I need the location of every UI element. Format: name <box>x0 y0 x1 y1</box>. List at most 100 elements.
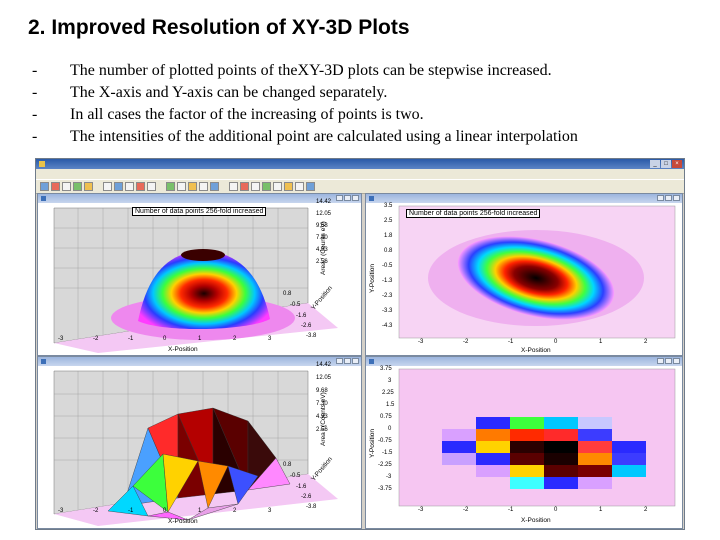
y-tick-label: 0.8 <box>283 291 292 297</box>
bullet-marker: - <box>32 128 38 145</box>
y-tick-label: -2.6 <box>301 323 312 329</box>
toolbar-button[interactable] <box>40 182 49 191</box>
x-tick-label: 1 <box>198 336 202 342</box>
toolbar-button[interactable] <box>188 182 197 191</box>
toolbar-button[interactable] <box>84 182 93 191</box>
y-tick-label: -0.5 <box>290 473 301 479</box>
toolbar-button[interactable] <box>306 182 315 191</box>
toolbar-button[interactable] <box>295 182 304 191</box>
pane-maximize-button[interactable] <box>665 358 672 364</box>
pane-maximize-button[interactable] <box>344 358 351 364</box>
close-button[interactable]: × <box>672 160 682 168</box>
y-tick-label: -0.5 <box>382 263 393 269</box>
pane-close-button[interactable] <box>352 195 359 201</box>
pane-window-controls <box>657 358 680 364</box>
y-tick-label: -3.8 <box>306 333 317 339</box>
pane-3d-surface-coarse[interactable]: 14.42 12.05 9.68 7.30 4.93 2.56 Area / (… <box>37 356 362 529</box>
y-tick-label: -3 <box>386 474 392 480</box>
x-tick-label: -1 <box>128 336 134 342</box>
x-tick-label: 3 <box>268 508 272 514</box>
window-controls: _ □ × <box>650 160 682 168</box>
x-tick-label: -3 <box>58 336 64 342</box>
pane-2d-map-smooth[interactable]: Number of data points 256-fold increased… <box>365 193 683 356</box>
toolbar-button[interactable] <box>177 182 186 191</box>
x-tick-label: 0 <box>163 508 167 514</box>
y-tick-label: 1.8 <box>384 233 393 239</box>
z-axis-label: Area / (Counts eV) <box>320 392 327 446</box>
surface-peak <box>138 250 270 330</box>
pixel-grid <box>442 417 646 489</box>
y-axis-label: Y-Position <box>369 428 376 458</box>
toolbar-button[interactable] <box>103 182 112 191</box>
y-tick-label: -1.3 <box>382 278 393 284</box>
toolbar-button[interactable] <box>199 182 208 191</box>
toolbar-button[interactable] <box>229 182 238 191</box>
toolbar-button[interactable] <box>166 182 175 191</box>
y-axis-label: Y-Position <box>369 263 376 293</box>
pane-titlebar <box>366 194 682 203</box>
bullet-list: - The number of plotted points of theXY-3… <box>28 60 708 148</box>
toolbar-button[interactable] <box>284 182 293 191</box>
app-titlebar: _ □ × <box>36 159 684 169</box>
toolbar-button[interactable] <box>114 182 123 191</box>
pane-close-button[interactable] <box>673 195 680 201</box>
x-tick-label: -3 <box>418 339 424 345</box>
z-tick-label: 14.42 <box>316 362 332 368</box>
y-tick-label: 2.25 <box>382 390 394 396</box>
toolbar-button[interactable] <box>125 182 134 191</box>
bullet-item: - The X-axis and Y-axis can be changed se… <box>28 82 708 104</box>
pane-minimize-button[interactable] <box>657 358 664 364</box>
z-axis-label: Area / (Counts eV) <box>320 221 327 275</box>
y-tick-label: -3.8 <box>306 504 317 510</box>
y-tick-label: -0.75 <box>378 438 392 444</box>
bullet-item: - In all cases the factor of the increasi… <box>28 104 708 126</box>
x-axis-label: X-Position <box>168 518 198 525</box>
z-tick-label: 9.68 <box>316 388 328 394</box>
toolbar-button[interactable] <box>240 182 249 191</box>
y-tick-label: -3.3 <box>382 308 393 314</box>
maximize-button[interactable]: □ <box>661 160 671 168</box>
contour-plot-svg <box>398 205 676 339</box>
pane-3d-surface-smooth[interactable]: Number of data points 256-fold increased… <box>37 193 362 356</box>
pane-minimize-button[interactable] <box>336 358 343 364</box>
y-tick-label: -1.6 <box>296 313 307 319</box>
pane-maximize-button[interactable] <box>665 195 672 201</box>
bullet-marker: - <box>32 62 38 79</box>
pane-window-controls <box>336 195 359 201</box>
bullet-item: - The number of plotted points of theXY-3… <box>28 60 708 82</box>
z-tick-label: 12.05 <box>316 375 332 381</box>
toolbar-button[interactable] <box>273 182 282 191</box>
surface-plot-coarse-svg <box>53 370 338 526</box>
pane-minimize-button[interactable] <box>336 195 343 201</box>
bullet-marker: - <box>32 84 38 101</box>
z-tick-label: 9.68 <box>316 223 328 229</box>
x-tick-label: 0 <box>554 507 558 513</box>
y-tick-label: -1.5 <box>382 450 393 456</box>
pane-minimize-button[interactable] <box>657 195 664 201</box>
pane-2d-map-coarse[interactable]: 3.75 3 2.25 1.5 0.75 0 -0.75 -1.5 -2.25 … <box>365 356 683 529</box>
toolbar-button[interactable] <box>262 182 271 191</box>
x-tick-label: -1 <box>508 507 514 513</box>
toolbar-button[interactable] <box>73 182 82 191</box>
pane-close-button[interactable] <box>352 358 359 364</box>
plot-area: 14.42 12.05 9.68 7.30 4.93 2.56 Area / (… <box>38 362 361 528</box>
pane-maximize-button[interactable] <box>344 195 351 201</box>
slide-title: 2. Improved Resolution of XY-3D Plots <box>28 16 410 39</box>
toolbar-button[interactable] <box>210 182 219 191</box>
x-tick-label: -2 <box>463 507 469 513</box>
y-tick-label: 3.75 <box>380 366 392 372</box>
pane-titlebar <box>38 357 361 366</box>
toolbar-button[interactable] <box>62 182 71 191</box>
contour-peak <box>457 236 615 320</box>
pane-window-controls <box>657 195 680 201</box>
toolbar-button[interactable] <box>136 182 145 191</box>
z-tick-label: 2.56 <box>316 427 328 433</box>
y-tick-label: 0 <box>388 426 392 432</box>
minimize-button[interactable]: _ <box>650 160 660 168</box>
toolbar-button[interactable] <box>147 182 156 191</box>
toolbar-button[interactable] <box>51 182 60 191</box>
pane-close-button[interactable] <box>673 358 680 364</box>
y-tick-label: -1.6 <box>296 484 307 490</box>
bullet-text: The intensities of the additional point … <box>70 128 578 145</box>
toolbar-button[interactable] <box>251 182 260 191</box>
